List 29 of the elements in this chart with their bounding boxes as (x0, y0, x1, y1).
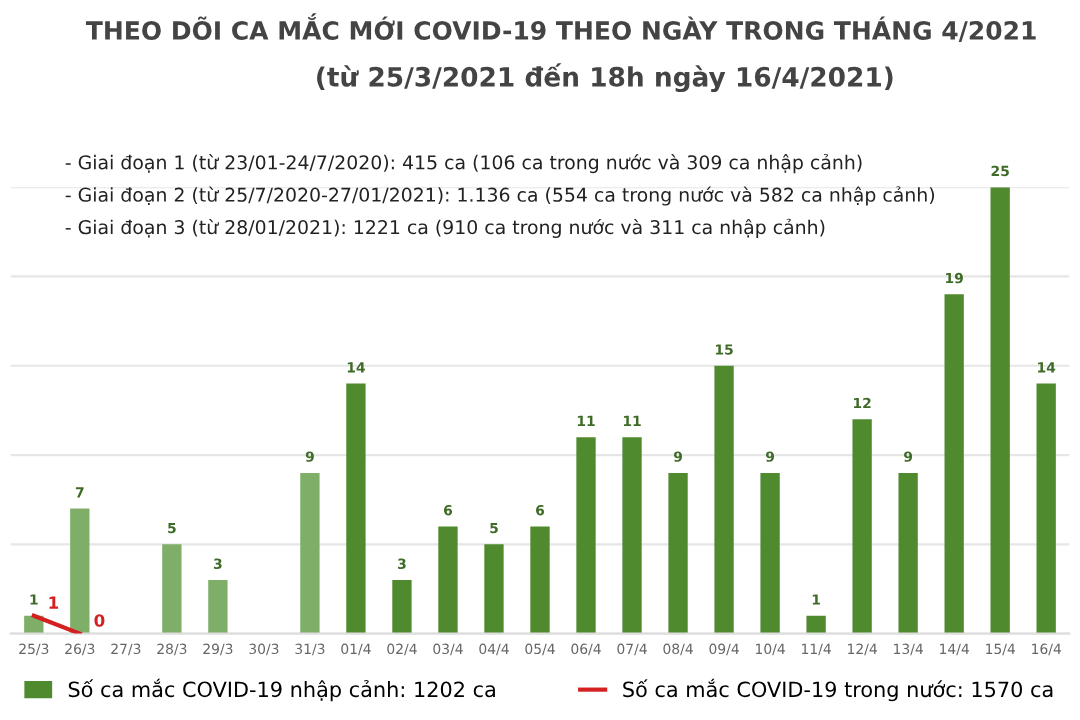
data-label: 1 (49, 596, 59, 609)
bar (208, 580, 228, 634)
bar (530, 526, 550, 634)
annotation: - Giai đoạn 2 (từ 25/7/2020-27/01/2021): 1.136 ca (554 ca trong nước và 582 ca nhập cảnh) (65, 186, 935, 206)
legend-label: Số ca mắc COVID-19 nhập cảnh: 1202 ca (68, 678, 495, 702)
bar (852, 419, 872, 634)
bar (1036, 383, 1056, 634)
bar (392, 580, 412, 634)
bar (622, 437, 642, 634)
bar (714, 365, 734, 634)
bar (898, 472, 918, 634)
bar (668, 472, 688, 634)
chart-subtitle: (từ 25/3/2021 đến 18h ngày 16/4/2021) (317, 63, 893, 93)
bar (300, 472, 320, 634)
bar (944, 294, 964, 634)
bar (162, 544, 182, 634)
bar (438, 526, 458, 634)
data-label: 0 (94, 614, 105, 627)
bar (576, 437, 596, 634)
bar (484, 544, 504, 634)
bar (990, 187, 1010, 634)
legend-label: Số ca mắc COVID-19 trong nước: 1570 ca (623, 678, 1053, 702)
chart-title: THEO DÕI CA MẮC MỚI COVID-19 THEO NGÀY TRONG THÁNG 4/2021 (85, 13, 1036, 42)
text: - Giai đoạn 1 (từ 23/01-24/7/2020): 415 ca (106 ca trong nước và 309 ca nhập cảnh) (65, 153, 862, 174)
bar (806, 615, 826, 634)
annotation: - Giai đoạn 3 (từ 28/01/2021): 1221 ca (910 ca trong nước và 311 ca nhập cảnh) (65, 218, 825, 238)
bar (760, 472, 780, 634)
bar (70, 508, 90, 634)
bar (346, 383, 366, 634)
